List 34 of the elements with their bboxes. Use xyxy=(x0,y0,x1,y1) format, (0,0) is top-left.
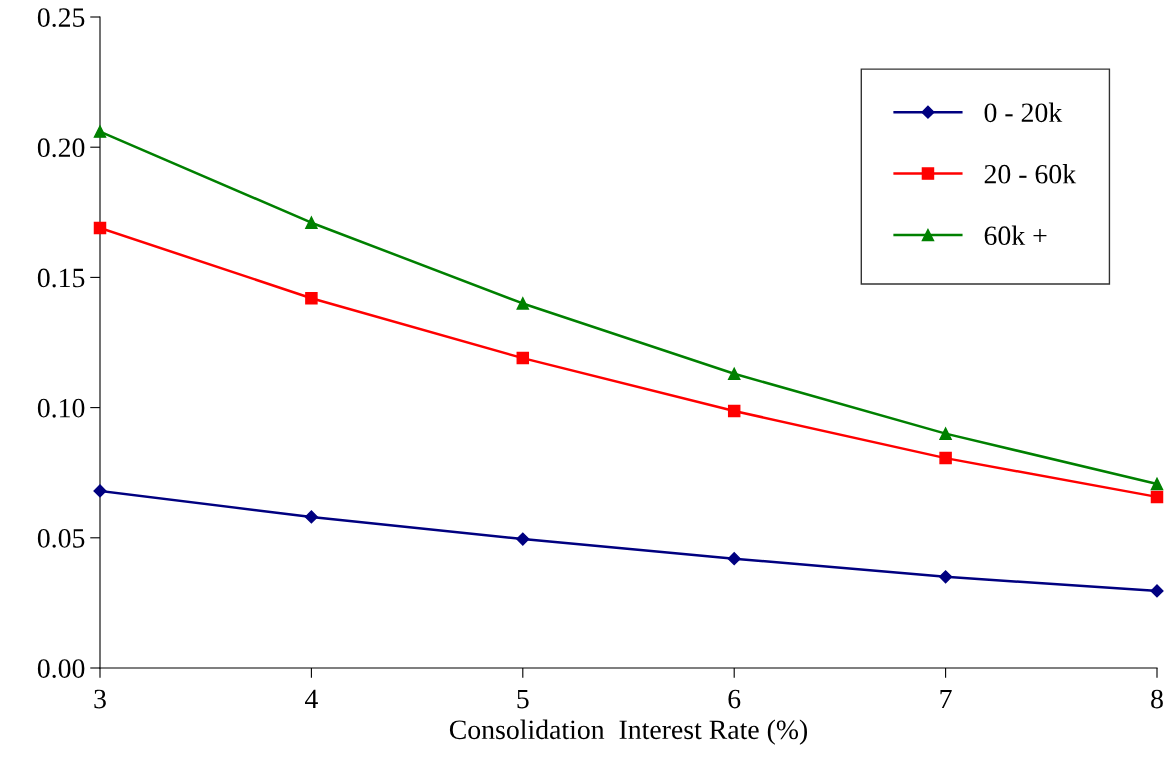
legend-label: 20 - 60k xyxy=(984,164,1077,184)
point xyxy=(93,484,107,498)
point xyxy=(1150,490,1164,504)
x-tick-label: 3 xyxy=(94,689,106,709)
legend-label: 60k + xyxy=(984,225,1047,246)
point xyxy=(305,291,318,305)
point xyxy=(516,297,530,310)
x-tick-label: 4 xyxy=(305,689,318,709)
y-tick-label: 0.25 xyxy=(37,8,85,28)
y-tick-label: 0.20 xyxy=(37,138,85,158)
point xyxy=(516,532,530,546)
x-tick-label: 6 xyxy=(728,689,741,709)
point xyxy=(939,570,953,584)
point xyxy=(939,427,952,440)
point xyxy=(304,510,318,524)
y-tick-label: 0.05 xyxy=(37,528,85,548)
y-tick-label: 0.15 xyxy=(37,268,85,288)
x-tick-label: 8 xyxy=(1151,689,1163,709)
point xyxy=(1150,584,1164,598)
point xyxy=(93,125,107,138)
legend-label: 0 - 20k xyxy=(984,102,1063,123)
x-axis-title: Consolidation Interest Rate (%) xyxy=(449,719,808,745)
y-tick-label: 0.00 xyxy=(37,659,85,679)
point xyxy=(939,451,952,465)
point xyxy=(1150,477,1164,491)
point xyxy=(727,404,741,418)
x-tick-label: 7 xyxy=(940,689,952,709)
point xyxy=(727,552,741,566)
x-tick-label: 5 xyxy=(517,689,529,709)
point xyxy=(516,351,530,365)
point xyxy=(727,367,741,380)
point xyxy=(93,221,107,235)
y-tick-label: 0.10 xyxy=(37,398,85,418)
point xyxy=(305,216,318,229)
